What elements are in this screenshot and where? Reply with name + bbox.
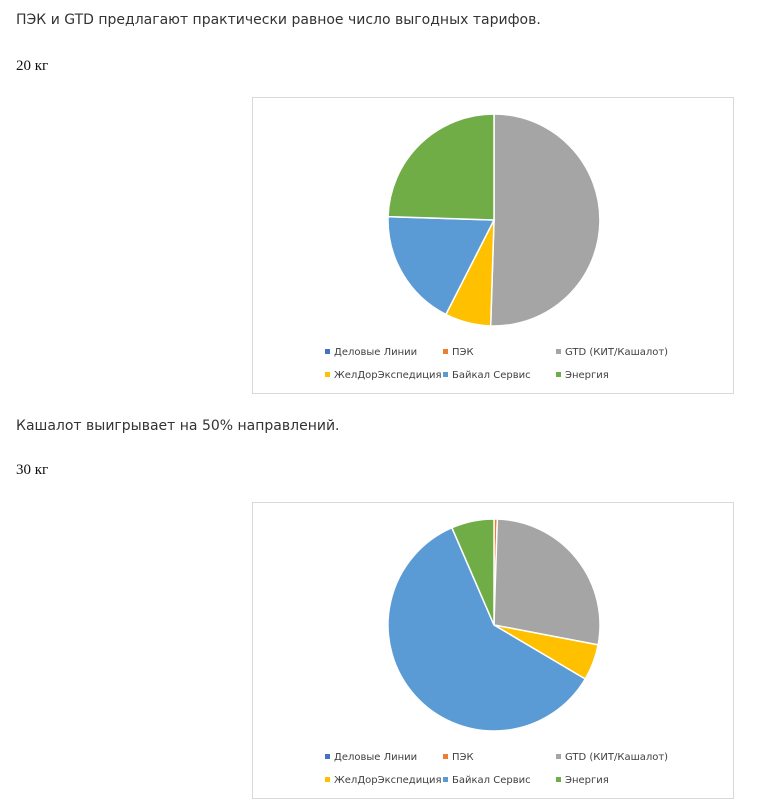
- pie-slice-baikal-servis: [387, 215, 496, 316]
- legend-item-zheldorekspeditsiya: ЖелДорЭкспедиция: [325, 775, 442, 787]
- chart-legend-30kg: Деловые Линии ПЭК GTD (КИТ/Кашалот) ЖелДорЭ…: [253, 748, 733, 796]
- legend-swatch-gtd: [556, 753, 561, 759]
- legend-label-zheldorekspeditsiya: ЖелДорЭкспедиция: [334, 370, 442, 381]
- chart-legend-20kg: Деловые Линии ПЭК GTD (КИТ/Кашалот) ЖелДорЭ…: [253, 343, 733, 391]
- pie-chart-30kg-plot: [387, 518, 601, 732]
- legend-item-zheldorekspeditsiya: ЖелДорЭкспедиция: [325, 370, 442, 382]
- legend-item-delovye-linii: Деловые Линии: [325, 752, 417, 764]
- legend-item-baikal-servis: Байкал Сервис: [443, 775, 531, 787]
- legend-swatch-gtd: [556, 348, 561, 354]
- legend-item-pek: ПЭК: [443, 752, 474, 764]
- weight-heading-20kg: 20 кг: [16, 58, 49, 74]
- pie-chart-20kg-plot: [387, 113, 601, 327]
- pie-slice-energiya: [387, 113, 495, 221]
- legend-swatch-baikal-servis: [443, 371, 448, 377]
- pie-chart-30kg: Деловые Линии ПЭК GTD (КИТ/Кашалот) ЖелДорЭ…: [252, 502, 734, 799]
- legend-label-energiya: Энергия: [565, 370, 609, 381]
- legend-label-delovye-linii: Деловые Линии: [334, 752, 418, 763]
- weight-heading-30kg: 30 кг: [16, 462, 49, 478]
- legend-label-baikal-servis: Байкал Сервис: [452, 370, 531, 381]
- legend-swatch-pek: [443, 753, 448, 759]
- legend-swatch-energiya: [556, 776, 561, 782]
- legend-swatch-zheldorekspeditsiya: [325, 371, 330, 377]
- legend-swatch-zheldorekspeditsiya: [325, 776, 330, 782]
- pie-slice-energiya: [450, 518, 495, 626]
- legend-item-gtd: GTD (КИТ/Кашалот): [556, 347, 668, 359]
- legend-item-energiya: Энергия: [556, 370, 609, 382]
- pie-slice-baikal-servis: [387, 526, 587, 732]
- pie-slice-gtd: [493, 518, 601, 646]
- summary-paragraph-30kg: Кашалот выигрывает на 50% направлений.: [16, 418, 340, 434]
- legend-label-gtd: GTD (КИТ/Кашалот): [565, 752, 669, 763]
- legend-swatch-energiya: [556, 371, 561, 377]
- legend-item-gtd: GTD (КИТ/Кашалот): [556, 752, 668, 764]
- legend-label-pek: ПЭК: [452, 752, 474, 763]
- legend-label-gtd: GTD (КИТ/Кашалот): [565, 347, 669, 358]
- legend-swatch-delovye-linii: [325, 753, 330, 759]
- summary-paragraph-20kg: ПЭК и GTD предлагают практически равное …: [16, 12, 541, 28]
- legend-swatch-delovye-linii: [325, 348, 330, 354]
- legend-label-energiya: Энергия: [565, 775, 609, 786]
- pie-slice-gtd: [489, 113, 601, 327]
- legend-swatch-baikal-servis: [443, 776, 448, 782]
- legend-item-energiya: Энергия: [556, 775, 609, 787]
- legend-item-pek: ПЭК: [443, 347, 474, 359]
- legend-label-zheldorekspeditsiya: ЖелДорЭкспедиция: [334, 775, 442, 786]
- pie-chart-20kg: Деловые Линии ПЭК GTD (КИТ/Кашалот) ЖелДорЭ…: [252, 97, 734, 394]
- legend-label-delovye-linii: Деловые Линии: [334, 347, 418, 358]
- legend-label-baikal-servis: Байкал Сервис: [452, 775, 531, 786]
- legend-swatch-pek: [443, 348, 448, 354]
- legend-item-baikal-servis: Байкал Сервис: [443, 370, 531, 382]
- legend-item-delovye-linii: Деловые Линии: [325, 347, 417, 359]
- legend-label-pek: ПЭК: [452, 347, 474, 358]
